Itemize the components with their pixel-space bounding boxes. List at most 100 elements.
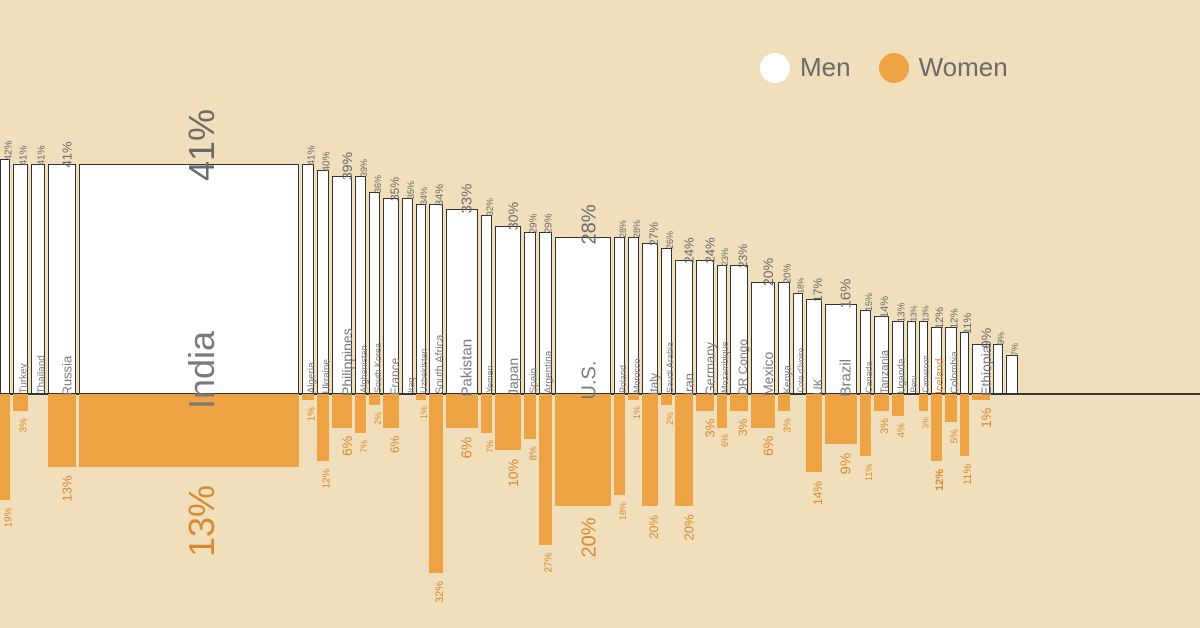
women-percent: 32% bbox=[434, 581, 446, 603]
bar-women bbox=[919, 394, 928, 411]
women-percent: 13% bbox=[181, 485, 223, 557]
men-percent: 9% bbox=[978, 327, 994, 347]
bar-women bbox=[874, 394, 889, 411]
country-name: Poland bbox=[618, 365, 628, 393]
bar-men bbox=[993, 344, 1003, 394]
women-percent: 18% bbox=[618, 502, 628, 520]
women-percent: 20% bbox=[681, 515, 696, 541]
men-percent: 33% bbox=[459, 184, 476, 214]
country-name: Canada bbox=[864, 361, 874, 393]
legend-item: Women bbox=[879, 52, 1008, 83]
men-percent: 41% bbox=[59, 142, 74, 168]
bar-women bbox=[675, 394, 693, 506]
women-percent: 2% bbox=[665, 412, 675, 425]
men-percent: 42% bbox=[3, 140, 14, 160]
men-percent: 16% bbox=[838, 279, 855, 309]
women-percent: 3% bbox=[782, 418, 793, 432]
men-percent: 9% bbox=[996, 332, 1006, 345]
women-percent: 6% bbox=[459, 436, 476, 458]
women-percent: 2% bbox=[373, 412, 383, 425]
men-percent: 28% bbox=[618, 220, 628, 238]
bar-women bbox=[778, 394, 790, 411]
men-percent: 39% bbox=[359, 159, 369, 177]
bar-women bbox=[892, 394, 904, 416]
bar-women bbox=[931, 394, 942, 461]
women-percent: 3% bbox=[736, 419, 750, 436]
women-percent: 12% bbox=[321, 469, 332, 489]
bar-women bbox=[751, 394, 775, 428]
women-percent: 14% bbox=[811, 481, 825, 505]
men-percent: 15% bbox=[864, 293, 874, 311]
legend: MenWomen bbox=[760, 52, 1008, 83]
country-name: Colombia bbox=[949, 351, 960, 393]
country-name: Pakistan bbox=[459, 339, 476, 397]
men-percent: 40% bbox=[321, 151, 332, 171]
women-percent: 3% bbox=[19, 418, 30, 432]
women-percent: 5% bbox=[949, 429, 960, 443]
men-percent: 12% bbox=[949, 308, 960, 328]
bar-women bbox=[696, 394, 714, 411]
country-name: Uzbekistan bbox=[419, 348, 429, 393]
bar-women bbox=[481, 394, 492, 433]
bar-women bbox=[355, 394, 366, 433]
country-name: Saudi Arabia bbox=[665, 342, 675, 393]
men-percent: 13% bbox=[910, 306, 919, 322]
women-percent: 20% bbox=[647, 515, 661, 539]
men-percent: 14% bbox=[879, 296, 891, 318]
men-percent: 23% bbox=[736, 244, 750, 268]
country-name: South Korea bbox=[373, 343, 383, 393]
country-name: India bbox=[181, 331, 223, 409]
women-percent: 27% bbox=[544, 553, 555, 573]
country-name: Japan bbox=[505, 358, 521, 396]
bar-women bbox=[806, 394, 822, 472]
bar-men bbox=[302, 164, 314, 394]
women-percent: 3% bbox=[879, 418, 891, 434]
country-name: Brazil bbox=[838, 359, 855, 397]
bar-women bbox=[960, 394, 969, 456]
country-name: Cote d'Ivoire bbox=[796, 348, 805, 393]
bar-women bbox=[48, 394, 76, 467]
women-percent: 11% bbox=[864, 463, 874, 480]
country-name: Ukraine bbox=[321, 359, 332, 393]
legend-swatch-women bbox=[879, 53, 909, 83]
country-name: Argentina bbox=[544, 351, 555, 394]
bar-women bbox=[717, 394, 727, 428]
chart-canvas: MenWomen42%19%Turkey41%3%Thailand41%Russ… bbox=[0, 0, 1200, 628]
country-name: Peru bbox=[910, 376, 919, 393]
country-name: DR Congo bbox=[736, 339, 750, 395]
bar-men bbox=[13, 164, 28, 394]
bar-women bbox=[614, 394, 625, 495]
women-percent: 6% bbox=[760, 436, 776, 456]
country-name: Afghanistan bbox=[359, 345, 369, 393]
women-percent: 9% bbox=[838, 453, 855, 475]
bar-women bbox=[332, 394, 352, 428]
country-name: Uganda bbox=[896, 358, 907, 393]
men-percent: 23% bbox=[720, 248, 730, 266]
bar-women bbox=[495, 394, 521, 450]
bar-women bbox=[383, 394, 399, 428]
men-percent: 24% bbox=[681, 237, 696, 263]
men-percent: 18% bbox=[796, 278, 805, 294]
men-percent: 41% bbox=[19, 146, 30, 166]
country-name: Iran bbox=[681, 373, 696, 395]
men-percent: 41% bbox=[36, 146, 47, 166]
bar-women bbox=[446, 394, 478, 428]
men-percent: 29% bbox=[528, 213, 539, 233]
country-name: Russia bbox=[59, 356, 74, 396]
country-name: Philippines bbox=[339, 328, 355, 396]
country-name: Italy bbox=[647, 373, 661, 395]
bar-women bbox=[661, 394, 672, 405]
women-percent: 8% bbox=[528, 446, 539, 460]
women-percent: 1% bbox=[978, 408, 994, 428]
bar-women bbox=[317, 394, 329, 461]
men-percent: 41% bbox=[306, 146, 317, 166]
women-percent: 1% bbox=[632, 406, 642, 419]
bar-men bbox=[642, 243, 658, 394]
women-percent: 1% bbox=[306, 407, 317, 421]
women-percent: 6% bbox=[388, 436, 402, 453]
women-percent: 20% bbox=[579, 517, 602, 557]
bar-women bbox=[825, 394, 857, 444]
bar-women bbox=[369, 394, 380, 405]
men-percent: 27% bbox=[647, 222, 661, 246]
country-name: Turkey bbox=[19, 363, 30, 393]
